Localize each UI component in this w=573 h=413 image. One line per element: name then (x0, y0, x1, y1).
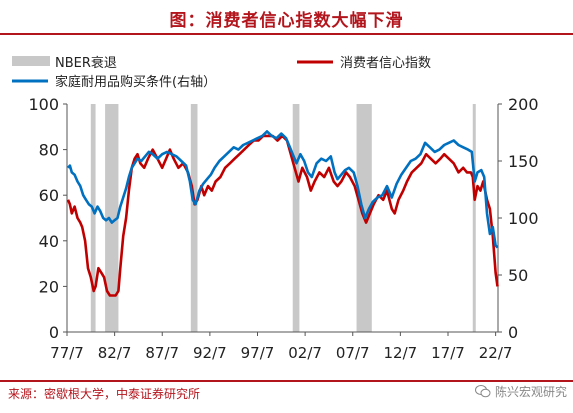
x-tick-label-4: 97/7 (241, 344, 275, 362)
legend-nber-swatch (12, 56, 50, 66)
y-tick-label-2: 40 (39, 232, 59, 251)
watermark: 陈兴宏观研究 (474, 383, 567, 400)
recession-band-2 (190, 104, 198, 332)
y-tick-label-4: 80 (39, 141, 59, 160)
legend-consumer-label: 消费者信心指数 (340, 56, 431, 71)
y-tick-label-1: 20 (39, 277, 59, 296)
recession-band-0 (90, 104, 96, 332)
legend-nber-label: NBER衰退 (55, 55, 117, 71)
recession-bands (90, 104, 476, 332)
source-note: 来源：密歇根大学，中泰证券研究所 (8, 387, 201, 401)
recession-band-1 (105, 104, 119, 332)
consumer-sentiment-line (66, 134, 499, 297)
y-tick-label-5: 100 (28, 95, 59, 114)
y2-tick-label-4: 200 (508, 95, 539, 114)
chart-series (66, 130, 499, 297)
chart-title-bar: 图：消费者信心指数大幅下滑 (0, 0, 573, 35)
x-tick-label-6: 07/7 (336, 344, 370, 362)
x-tick-label-0: 77/7 (50, 344, 84, 362)
x-tick-label-8: 17/7 (431, 344, 465, 362)
y2-tick-label-1: 50 (508, 266, 528, 285)
y-tick-label-3: 60 (39, 186, 59, 205)
y-tick-label-0: 0 (49, 323, 59, 342)
chart-legend: NBER衰退 消费者信心指数 家庭耐用品购买条件(右轴） (12, 55, 431, 90)
x-tick-label-7: 12/7 (384, 344, 418, 362)
durable-goods-line (67, 130, 499, 249)
x-tick-label-3: 92/7 (193, 344, 227, 362)
x-tick-label-1: 82/7 (98, 344, 132, 362)
x-tick-label-2: 87/7 (145, 344, 179, 362)
recession-band-5 (472, 104, 476, 332)
y2-tick-label-0: 0 (508, 323, 518, 342)
y2-tick-label-2: 100 (508, 209, 539, 228)
recession-band-3 (292, 104, 300, 332)
wechat-icon (474, 385, 491, 398)
chart-axes: 0 20 40 60 80 100 0 50 100 150 200 77/7 82/7 87/7 92/7… (28, 95, 538, 362)
footer-divider (0, 380, 573, 382)
watermark-text: 陈兴宏观研究 (494, 385, 567, 399)
line-chart: 0 20 40 60 80 100 0 50 100 150 200 77/7 82/7 87/7 92/7… (12, 55, 539, 362)
x-tick-label-5: 02/7 (288, 344, 322, 362)
y2-tick-label-3: 150 (508, 152, 539, 171)
chart-title: 图：消费者信心指数大幅下滑 (169, 11, 404, 31)
x-tick-label-9: 22/7 (479, 344, 513, 362)
legend-durable-label: 家庭耐用品购买条件(右轴） (55, 74, 216, 90)
